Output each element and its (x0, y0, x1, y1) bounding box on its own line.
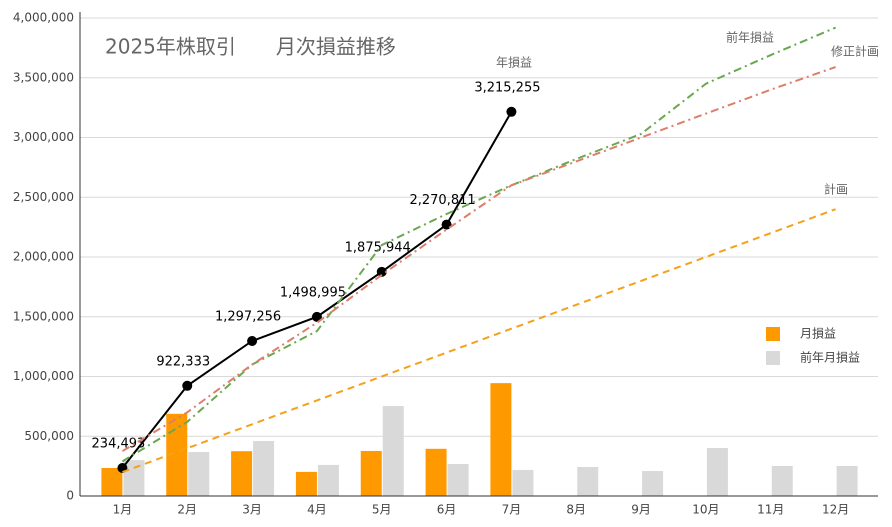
data-label: 1,875,944 (345, 240, 411, 255)
y-tick-label: 2,500,000 (13, 190, 74, 204)
bar (101, 467, 123, 496)
line (121, 66, 836, 452)
marker (376, 266, 387, 277)
bar (253, 441, 275, 496)
y-tick-label: 1,500,000 (13, 309, 74, 323)
x-tick-label: 10月 (692, 503, 719, 517)
line-label: 修正計画 (831, 44, 879, 59)
bar (188, 452, 210, 496)
bar (317, 464, 339, 496)
bar (490, 383, 512, 496)
bar (642, 471, 664, 496)
bar (706, 447, 728, 496)
x-tick-label: 8月 (566, 503, 586, 517)
marker (506, 106, 517, 117)
bar (166, 413, 188, 496)
chart-title: 2025年株取引 月次損益推移 (105, 35, 396, 59)
data-label: 234,493 (92, 436, 146, 451)
legend-swatch (766, 351, 780, 365)
line-label: 計画 (824, 182, 848, 197)
x-tick-label: 9月 (631, 503, 651, 517)
data-label: 922,333 (156, 354, 210, 369)
y-tick-label: 0 (66, 489, 74, 503)
bar (295, 471, 317, 496)
x-tick-label: 2月 (177, 503, 197, 517)
line (122, 208, 836, 474)
x-tick-label: 5月 (372, 503, 392, 517)
marker (247, 335, 258, 346)
bar (577, 466, 599, 496)
x-tick-label: 4月 (307, 503, 327, 517)
legend-label: 前年月損益 (800, 350, 860, 365)
y-tick-label: 3,500,000 (13, 70, 74, 84)
bar (771, 466, 793, 496)
line-label: 年損益 (496, 55, 532, 70)
data-label: 1,498,995 (280, 285, 346, 300)
bar (382, 406, 404, 496)
y-tick-label: 4,000,000 (13, 11, 74, 25)
line-label: 前年損益 (726, 30, 774, 45)
bar (360, 450, 382, 496)
legend-label: 月損益 (800, 326, 836, 341)
bar (512, 469, 534, 496)
x-tick-label: 6月 (437, 503, 457, 517)
bar (447, 463, 469, 496)
legend-swatch (766, 327, 780, 341)
x-tick-label: 3月 (242, 503, 262, 517)
data-label: 1,297,256 (215, 309, 281, 324)
y-tick-label: 3,000,000 (13, 130, 74, 144)
x-tick-label: 1月 (113, 503, 133, 517)
x-tick-label: 12月 (822, 503, 849, 517)
bar (425, 448, 447, 496)
data-label: 3,215,255 (474, 80, 540, 95)
line (121, 26, 836, 463)
y-tick-label: 1,000,000 (13, 369, 74, 383)
bar (231, 451, 253, 496)
marker (182, 380, 193, 391)
data-label: 2,270,811 (409, 193, 475, 208)
x-tick-label: 11月 (757, 503, 784, 517)
y-tick-label: 2,000,000 (13, 250, 74, 264)
bar (836, 466, 858, 496)
y-tick-label: 500,000 (24, 429, 74, 443)
x-tick-label: 7月 (502, 503, 522, 517)
marker (311, 311, 322, 322)
